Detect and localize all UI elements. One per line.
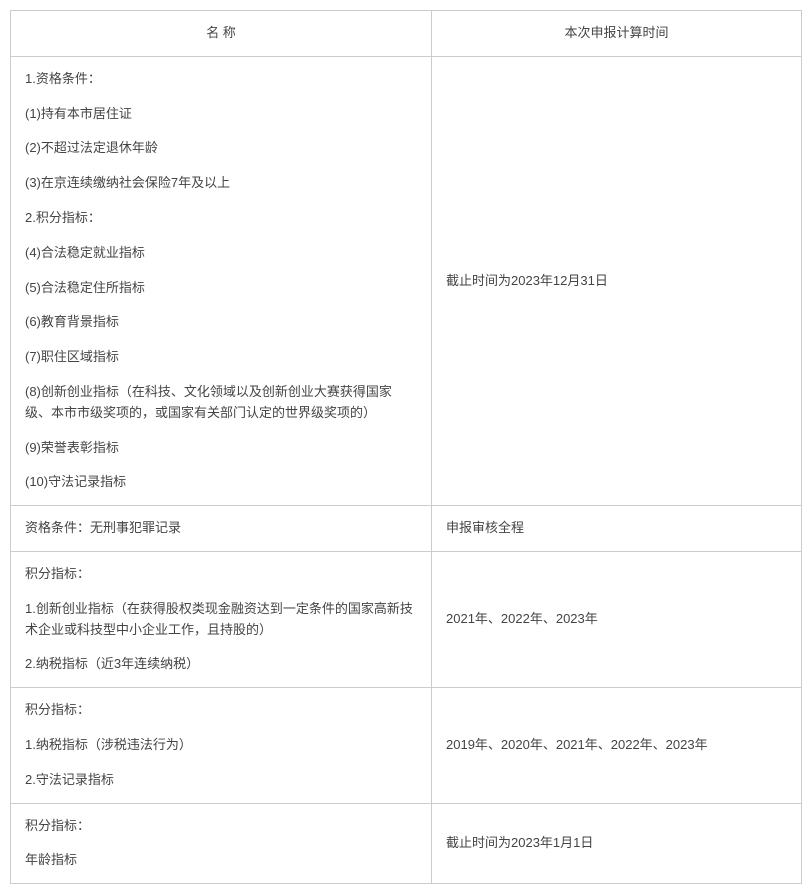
cell-time: 2021年、2022年、2023年 — [432, 551, 802, 687]
cell-line: (5)合法稳定住所指标 — [25, 278, 417, 299]
cell-name: 1.资格条件： (1)持有本市居住证 (2)不超过法定退休年龄 (3)在京连续缴纳社会… — [11, 56, 432, 505]
policy-table: 名 称 本次申报计算时间 1.资格条件： (1)持有本市居住证 (2)不超过法定退休… — [10, 10, 802, 884]
cell-time: 截止时间为2023年1月1日 — [432, 803, 802, 884]
cell-line: (2)不超过法定退休年龄 — [25, 138, 417, 159]
cell-time: 申报审核全程 — [432, 506, 802, 552]
cell-name: 积分指标： 1.纳税指标（涉税违法行为） 2.守法记录指标 — [11, 688, 432, 803]
cell-line: (9)荣誉表彰指标 — [25, 438, 417, 459]
cell-line: (1)持有本市居住证 — [25, 104, 417, 125]
cell-line: (3)在京连续缴纳社会保险7年及以上 — [25, 173, 417, 194]
table-row: 积分指标： 年龄指标截止时间为2023年1月1日 — [11, 803, 802, 884]
cell-line: 积分指标： — [25, 700, 417, 721]
cell-line: 1.纳税指标（涉税违法行为） — [25, 735, 417, 756]
table-row: 1.资格条件： (1)持有本市居住证 (2)不超过法定退休年龄 (3)在京连续缴纳社会… — [11, 56, 802, 505]
cell-line: 1.创新创业指标（在获得股权类现金融资达到一定条件的国家高新技术企业或科技型中小… — [25, 599, 417, 641]
cell-line: 2.纳税指标（近3年连续纳税） — [25, 654, 417, 675]
cell-name: 积分指标： 年龄指标 — [11, 803, 432, 884]
cell-line: 2.积分指标： — [25, 208, 417, 229]
table-header-row: 名 称 本次申报计算时间 — [11, 11, 802, 57]
cell-time: 截止时间为2023年12月31日 — [432, 56, 802, 505]
table-row: 资格条件：无刑事犯罪记录申报审核全程 — [11, 506, 802, 552]
table-row: 积分指标： 1.创新创业指标（在获得股权类现金融资达到一定条件的国家高新技术企业或… — [11, 551, 802, 687]
cell-name: 资格条件：无刑事犯罪记录 — [11, 506, 432, 552]
cell-line: (4)合法稳定就业指标 — [25, 243, 417, 264]
cell-line: 年龄指标 — [25, 850, 417, 871]
cell-line: 积分指标： — [25, 564, 417, 585]
cell-line: 1.资格条件： — [25, 69, 417, 90]
header-name: 名 称 — [11, 11, 432, 57]
cell-line: (8)创新创业指标（在科技、文化领域以及创新创业大赛获得国家级、本市市级奖项的，… — [25, 382, 417, 424]
table-row: 积分指标： 1.纳税指标（涉税违法行为） 2.守法记录指标 2019年、2020年、2… — [11, 688, 802, 803]
header-time: 本次申报计算时间 — [432, 11, 802, 57]
cell-line: 资格条件：无刑事犯罪记录 — [25, 518, 417, 539]
cell-line: 积分指标： — [25, 816, 417, 837]
table-body: 1.资格条件： (1)持有本市居住证 (2)不超过法定退休年龄 (3)在京连续缴纳社会… — [11, 56, 802, 883]
cell-time: 2019年、2020年、2021年、2022年、2023年 — [432, 688, 802, 803]
cell-line: (6)教育背景指标 — [25, 312, 417, 333]
cell-line: (10)守法记录指标 — [25, 472, 417, 493]
cell-line: 2.守法记录指标 — [25, 770, 417, 791]
cell-name: 积分指标： 1.创新创业指标（在获得股权类现金融资达到一定条件的国家高新技术企业或… — [11, 551, 432, 687]
cell-line: (7)职住区域指标 — [25, 347, 417, 368]
